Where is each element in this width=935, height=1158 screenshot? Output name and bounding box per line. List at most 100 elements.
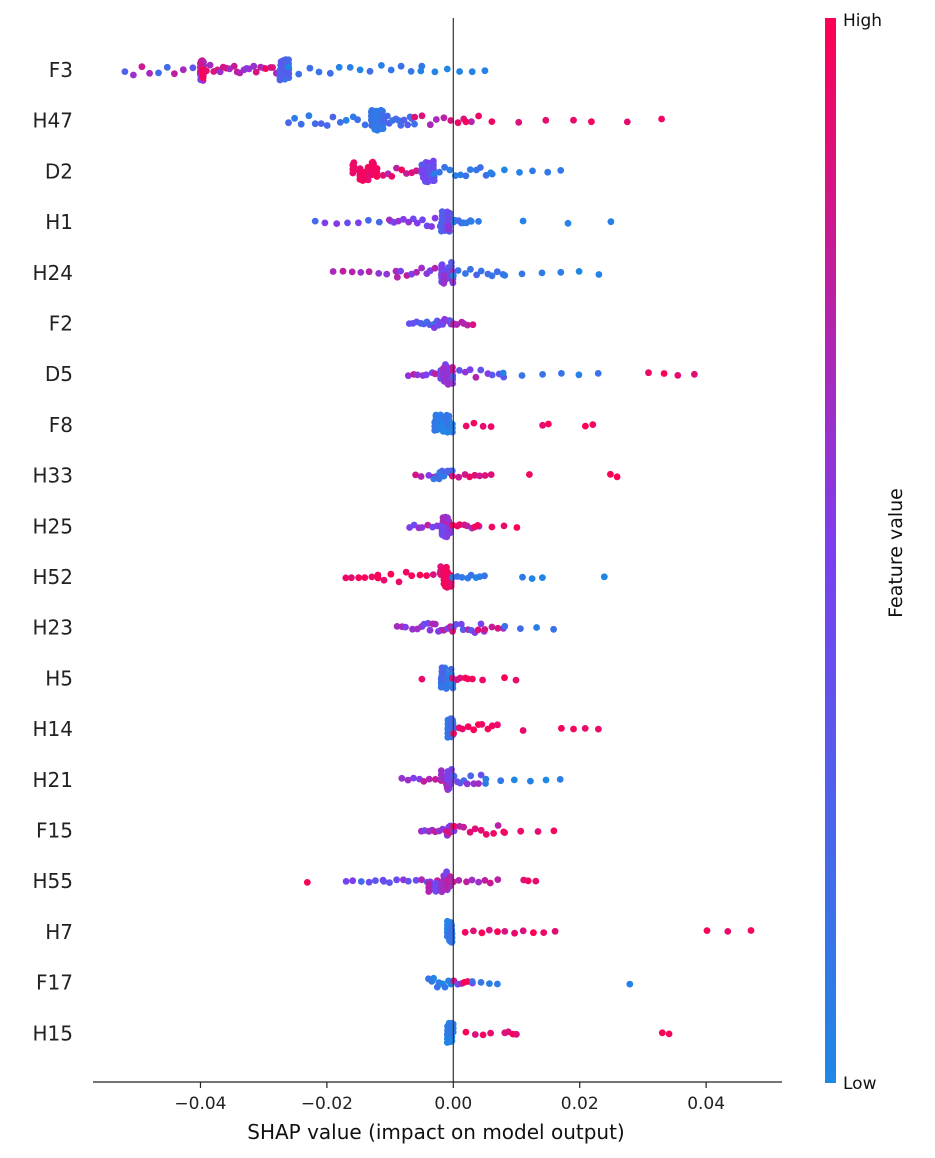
shap-point	[349, 169, 357, 177]
shap-point	[519, 573, 526, 581]
shap-point	[474, 626, 482, 634]
feature-label-h47: H47	[33, 109, 74, 133]
shap-point	[397, 121, 405, 129]
shap-point	[526, 471, 533, 478]
shap-point	[417, 67, 425, 75]
shap-point	[589, 421, 597, 428]
shap-point	[460, 823, 467, 831]
shap-point	[665, 1030, 673, 1038]
shap-point	[397, 267, 404, 275]
feature-row-d2	[349, 157, 565, 186]
shap-point	[471, 825, 479, 833]
shap-point	[433, 426, 441, 434]
shap-point	[691, 370, 698, 378]
shap-point	[623, 118, 631, 126]
shap-point	[529, 167, 536, 175]
shap-point	[443, 216, 451, 224]
feature-label-h55: H55	[33, 869, 74, 893]
shap-point	[479, 422, 487, 430]
shap-point	[432, 887, 440, 895]
shap-point	[500, 828, 508, 836]
shap-point	[475, 218, 482, 225]
shap-point	[359, 177, 367, 184]
shap-point	[481, 572, 488, 580]
feature-row-f2	[405, 315, 477, 331]
shap-point	[539, 574, 546, 581]
shap-point	[594, 370, 602, 377]
shap-point	[429, 571, 437, 578]
shap-point	[411, 120, 418, 128]
feature-label-f15: F15	[36, 819, 73, 843]
shap-point	[179, 66, 187, 74]
shap-point	[375, 270, 383, 277]
shap-point	[402, 623, 409, 631]
shap-point	[467, 217, 475, 225]
shap-point	[518, 372, 526, 379]
feature-label-h25: H25	[33, 514, 74, 538]
shap-point	[575, 371, 583, 379]
shap-point	[323, 122, 331, 129]
shap-point	[456, 367, 463, 374]
shap-point	[404, 121, 412, 129]
shap-point	[413, 268, 420, 276]
shap-point	[303, 879, 311, 886]
shap-point	[447, 723, 455, 731]
shap-point	[412, 471, 419, 479]
shap-point	[478, 929, 486, 937]
shap-point	[375, 121, 383, 128]
shap-point	[372, 877, 379, 884]
shap-point	[425, 888, 433, 895]
shap-point	[368, 573, 376, 581]
shap-point	[477, 826, 485, 834]
shap-point	[539, 421, 546, 429]
shap-point	[361, 121, 369, 129]
shap-point	[494, 980, 501, 988]
shap-point	[440, 279, 448, 287]
shap-point	[431, 620, 439, 628]
shap-point	[501, 166, 508, 174]
shap-point	[409, 625, 416, 633]
shap-point	[466, 473, 473, 481]
shap-point	[269, 64, 276, 71]
shap-point	[478, 721, 486, 728]
feature-label-h5: H5	[45, 666, 73, 690]
shap-point	[500, 522, 508, 530]
shap-point	[418, 264, 425, 272]
shap-point	[570, 116, 577, 124]
shap-point	[342, 878, 350, 885]
shap-point	[306, 64, 314, 72]
shap-point	[420, 174, 427, 182]
shap-point	[379, 876, 387, 884]
shap-point	[130, 71, 137, 79]
shap-point	[488, 523, 496, 531]
shap-point	[442, 582, 449, 590]
feature-label-h23: H23	[33, 616, 74, 640]
shap-point	[477, 267, 485, 275]
feature-label-h14: H14	[33, 717, 74, 741]
feature-label-f17: F17	[36, 971, 73, 995]
shap-point	[432, 116, 440, 123]
shap-point	[344, 219, 351, 227]
shap-point	[534, 828, 542, 835]
shap-point	[550, 827, 558, 835]
shap-point	[284, 70, 292, 78]
shap-point	[250, 62, 258, 70]
feature-row-h47	[285, 106, 665, 134]
shap-point	[558, 370, 565, 377]
shap-point	[357, 878, 365, 885]
shap-point	[400, 116, 408, 124]
shap-point	[487, 471, 495, 478]
feature-row-h55	[303, 868, 540, 896]
shap-point	[475, 878, 482, 886]
shap-point	[724, 928, 732, 935]
feature-label-h21: H21	[33, 768, 74, 792]
shap-point	[494, 876, 502, 883]
shap-point	[393, 164, 400, 172]
shap-point	[384, 112, 391, 120]
feature-label-h24: H24	[33, 261, 74, 285]
shap-point	[519, 727, 527, 734]
shap-point	[515, 118, 523, 126]
shap-point	[448, 938, 456, 946]
shap-point	[252, 68, 260, 76]
shap-point	[438, 888, 446, 896]
